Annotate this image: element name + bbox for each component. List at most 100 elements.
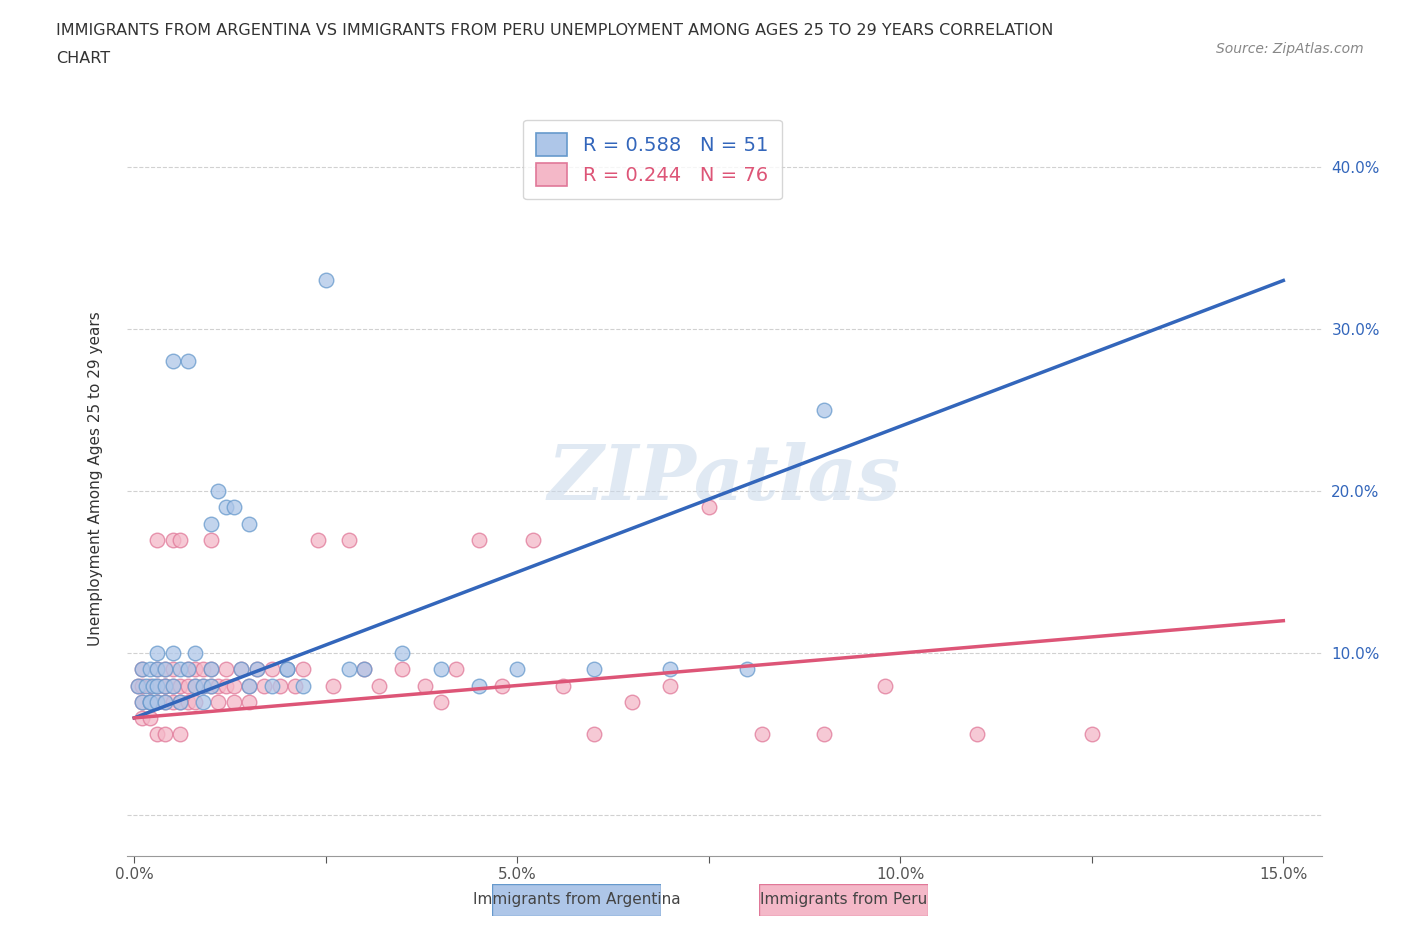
Point bbox=[184, 662, 207, 677]
Point bbox=[131, 695, 153, 710]
Point bbox=[146, 662, 169, 677]
Point bbox=[162, 695, 184, 710]
Point bbox=[429, 695, 451, 710]
Text: CHART: CHART bbox=[56, 51, 110, 66]
Point bbox=[291, 678, 314, 693]
Point bbox=[207, 695, 229, 710]
Point bbox=[162, 645, 184, 660]
FancyBboxPatch shape bbox=[759, 884, 928, 916]
Point bbox=[231, 662, 253, 677]
Point bbox=[697, 499, 720, 514]
Point bbox=[131, 662, 153, 677]
Point bbox=[146, 695, 169, 710]
Point bbox=[131, 711, 153, 725]
Point bbox=[368, 678, 391, 693]
Point bbox=[142, 678, 165, 693]
Point bbox=[177, 662, 200, 677]
Point bbox=[138, 695, 160, 710]
Point bbox=[146, 695, 169, 710]
Point bbox=[353, 662, 375, 677]
Point bbox=[322, 678, 344, 693]
Text: Immigrants from Peru: Immigrants from Peru bbox=[761, 892, 927, 908]
Point bbox=[207, 678, 229, 693]
Point bbox=[146, 645, 169, 660]
Point bbox=[215, 678, 238, 693]
Point bbox=[276, 662, 298, 677]
Point bbox=[582, 662, 605, 677]
Point bbox=[353, 662, 375, 677]
Point bbox=[138, 711, 160, 725]
Point bbox=[621, 695, 644, 710]
Point bbox=[153, 695, 176, 710]
Point bbox=[169, 532, 191, 547]
Point bbox=[138, 678, 160, 693]
Point bbox=[269, 678, 291, 693]
Point bbox=[169, 695, 191, 710]
Point bbox=[184, 678, 207, 693]
Point bbox=[391, 662, 413, 677]
Point bbox=[468, 678, 491, 693]
Point bbox=[146, 678, 169, 693]
Point bbox=[184, 695, 207, 710]
Point bbox=[153, 695, 176, 710]
Point bbox=[153, 678, 176, 693]
Point bbox=[162, 678, 184, 693]
Point bbox=[337, 532, 360, 547]
Point bbox=[751, 726, 773, 741]
Point bbox=[813, 726, 835, 741]
Point bbox=[169, 662, 191, 677]
Point bbox=[191, 662, 214, 677]
Point bbox=[138, 662, 160, 677]
Point bbox=[222, 499, 245, 514]
Text: IMMIGRANTS FROM ARGENTINA VS IMMIGRANTS FROM PERU UNEMPLOYMENT AMONG AGES 25 TO : IMMIGRANTS FROM ARGENTINA VS IMMIGRANTS … bbox=[56, 23, 1053, 38]
Text: ZIPatlas: ZIPatlas bbox=[547, 442, 901, 516]
Point bbox=[491, 678, 513, 693]
Point bbox=[413, 678, 436, 693]
Point bbox=[222, 678, 245, 693]
Point bbox=[153, 662, 176, 677]
Point bbox=[177, 662, 200, 677]
Point bbox=[215, 662, 238, 677]
Point bbox=[582, 726, 605, 741]
Point bbox=[138, 695, 160, 710]
Point bbox=[238, 516, 260, 531]
Point bbox=[184, 678, 207, 693]
Point bbox=[276, 662, 298, 677]
Point bbox=[191, 695, 214, 710]
Point bbox=[966, 726, 988, 741]
Point bbox=[659, 678, 682, 693]
Point bbox=[191, 678, 214, 693]
Point bbox=[131, 678, 153, 693]
Point bbox=[131, 662, 153, 677]
Point bbox=[146, 662, 169, 677]
Point bbox=[238, 695, 260, 710]
Point bbox=[238, 678, 260, 693]
Point bbox=[153, 662, 176, 677]
Point bbox=[169, 678, 191, 693]
Point bbox=[873, 678, 896, 693]
Point bbox=[207, 484, 229, 498]
Point bbox=[284, 678, 307, 693]
Point bbox=[200, 532, 222, 547]
Point bbox=[262, 678, 284, 693]
Point bbox=[200, 678, 222, 693]
Point bbox=[184, 645, 207, 660]
FancyBboxPatch shape bbox=[492, 884, 661, 916]
Point bbox=[135, 678, 157, 693]
Point bbox=[444, 662, 467, 677]
Point bbox=[337, 662, 360, 677]
Text: Source: ZipAtlas.com: Source: ZipAtlas.com bbox=[1216, 42, 1364, 56]
Point bbox=[231, 662, 253, 677]
Point bbox=[146, 678, 169, 693]
Point bbox=[246, 662, 269, 677]
Point bbox=[522, 532, 544, 547]
Point bbox=[238, 678, 260, 693]
Point bbox=[200, 516, 222, 531]
Point bbox=[468, 532, 491, 547]
Point bbox=[315, 273, 337, 288]
Point bbox=[553, 678, 575, 693]
Point bbox=[131, 695, 153, 710]
Point bbox=[200, 662, 222, 677]
Legend: R = 0.588   N = 51, R = 0.244   N = 76: R = 0.588 N = 51, R = 0.244 N = 76 bbox=[523, 120, 782, 199]
Point bbox=[307, 532, 329, 547]
